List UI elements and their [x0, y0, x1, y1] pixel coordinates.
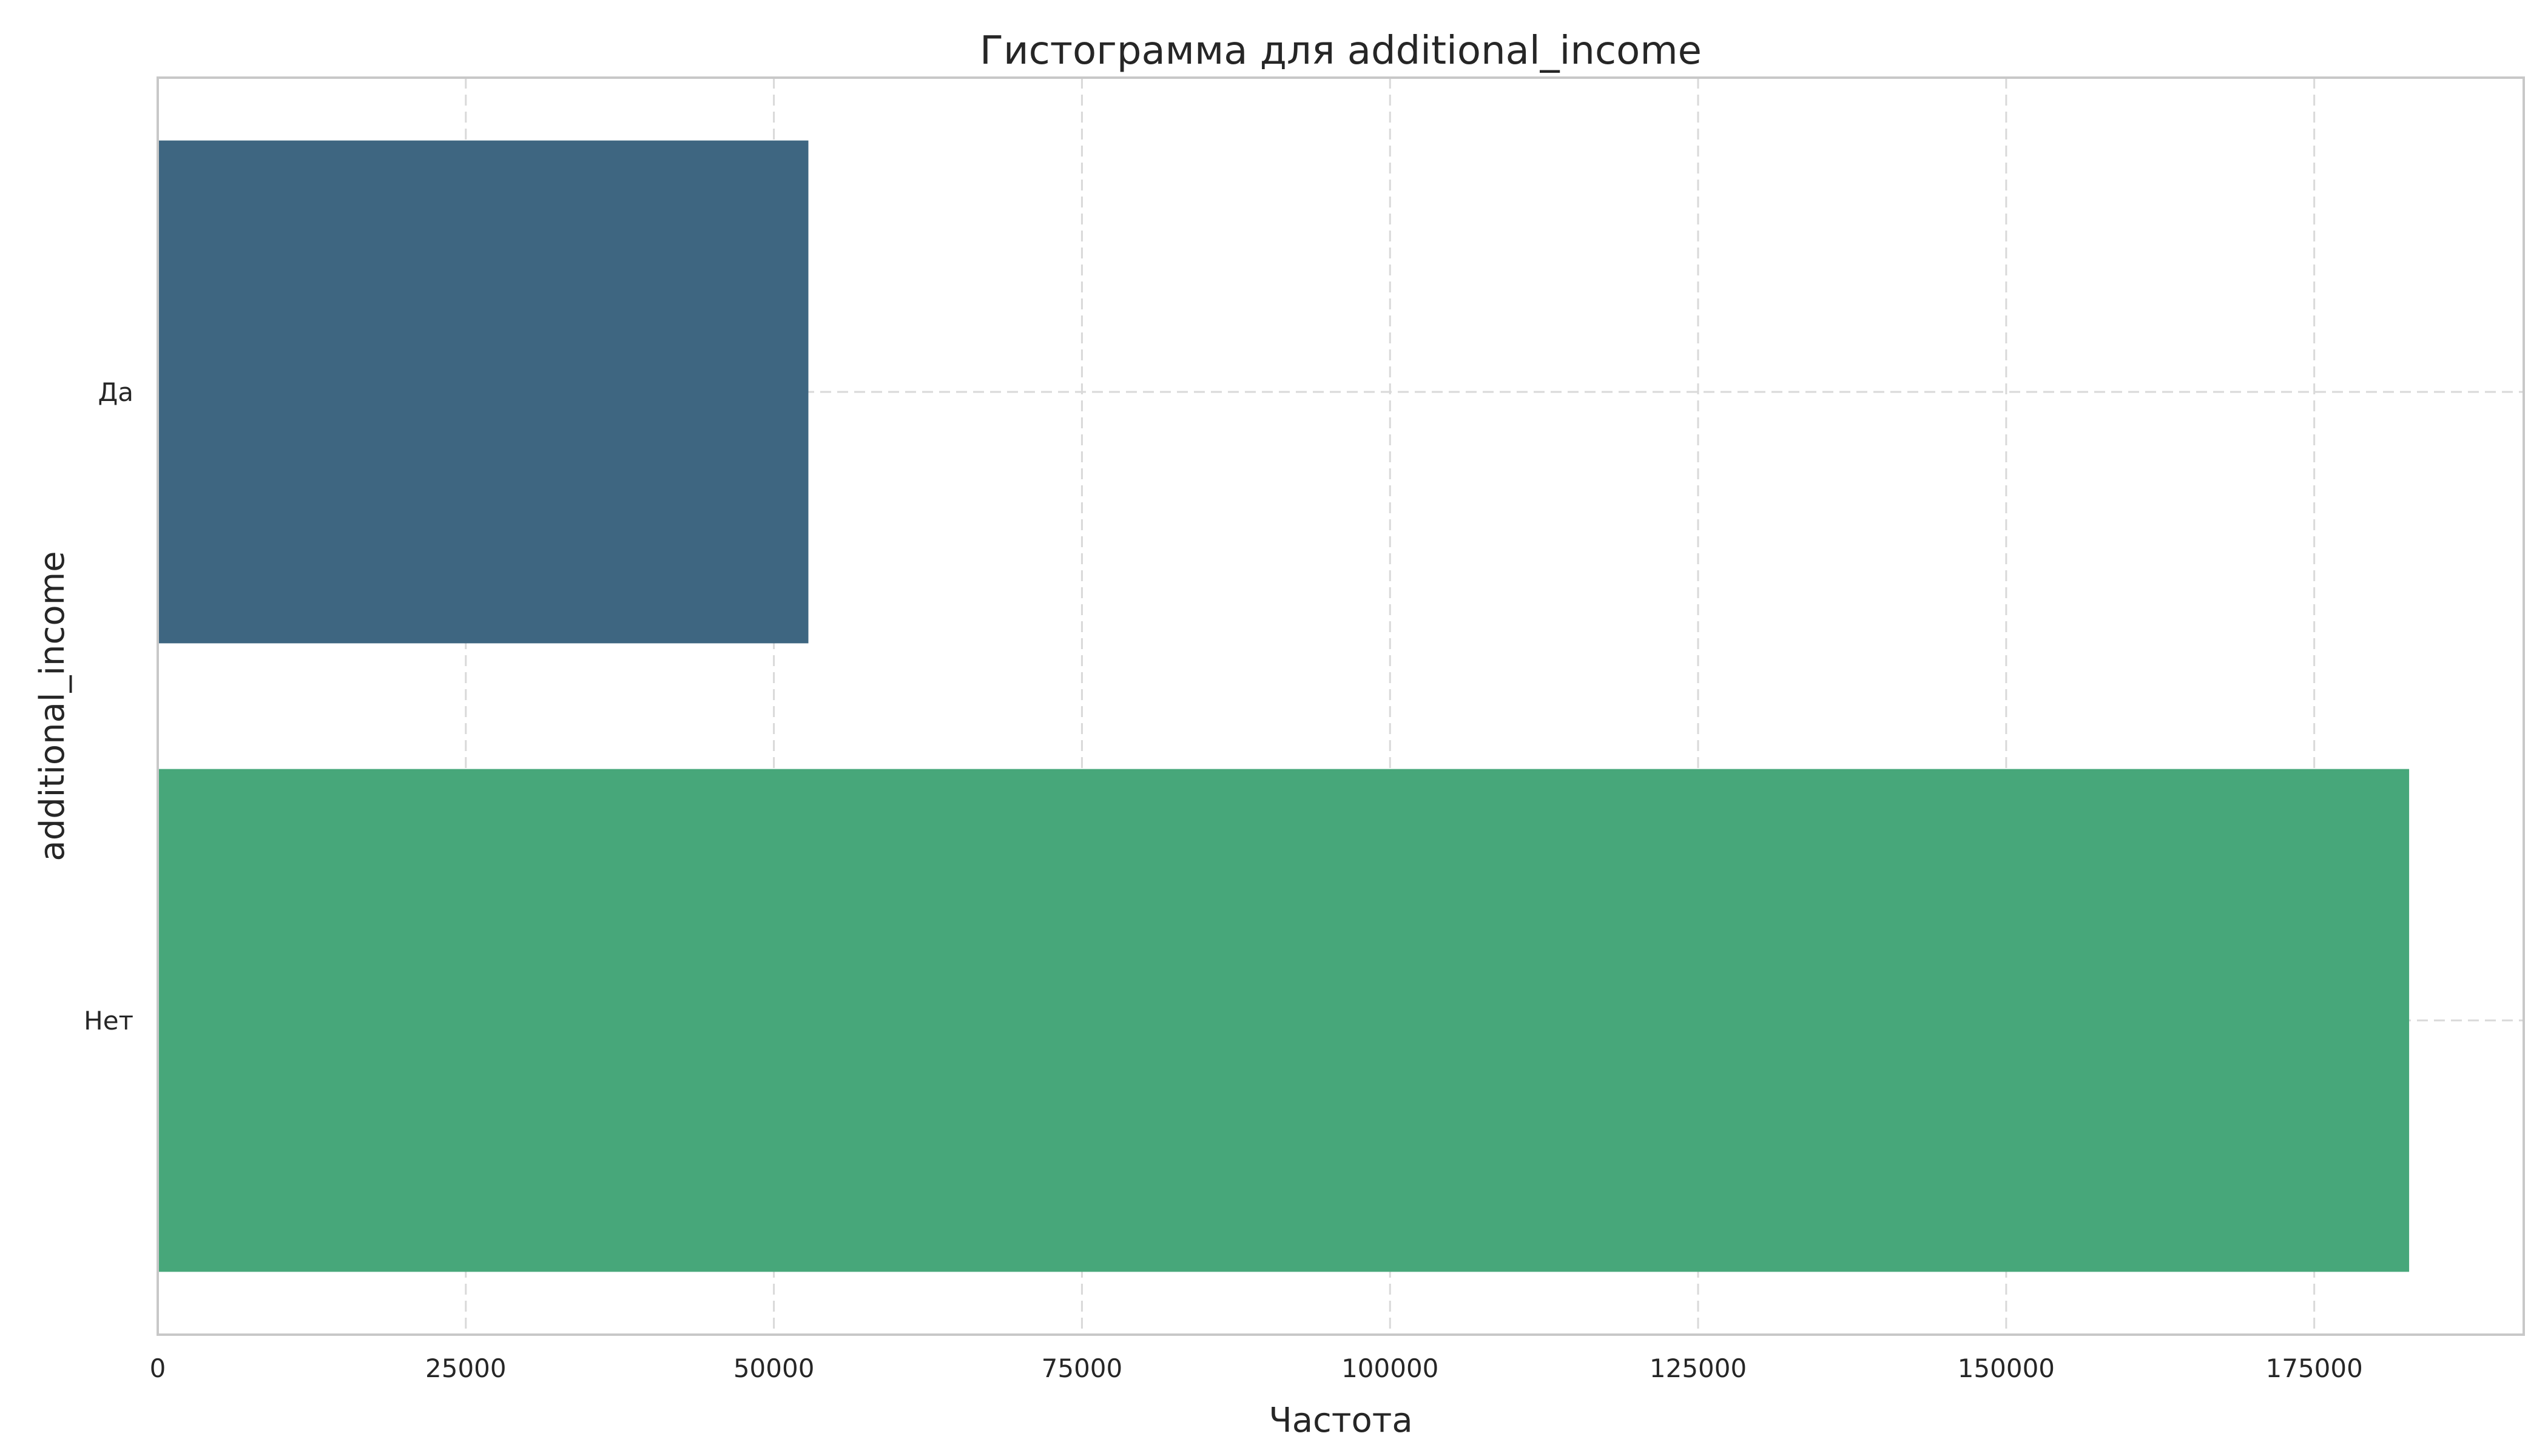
x-tick-label: 125000	[1650, 1353, 1747, 1383]
x-tick-label: 25000	[425, 1353, 507, 1383]
x-tick-label: 175000	[2266, 1353, 2363, 1383]
x-tick-label: 75000	[1042, 1353, 1123, 1383]
bar-da	[158, 140, 809, 644]
x-tick-label: 150000	[1958, 1353, 2055, 1383]
bar-net	[158, 769, 2410, 1272]
x-tick-label: 50000	[733, 1353, 815, 1383]
x-tick-label: 100000	[1341, 1353, 1438, 1383]
chart-title: Гистограмма для additional_income	[980, 29, 1702, 73]
x-tick-label: 0	[150, 1353, 166, 1383]
x-axis-label: Частота	[1269, 1401, 1412, 1440]
plot-frame	[157, 76, 2525, 1336]
ticks-layer: 0 25000 50000 75000 100000 125000 150000 175000…	[84, 377, 2363, 1383]
y-axis-label: additional_income	[33, 551, 72, 861]
y-tick-label: Нет	[84, 1006, 133, 1036]
y-tick-label: Да	[98, 377, 133, 407]
bars-layer	[158, 140, 2410, 1272]
